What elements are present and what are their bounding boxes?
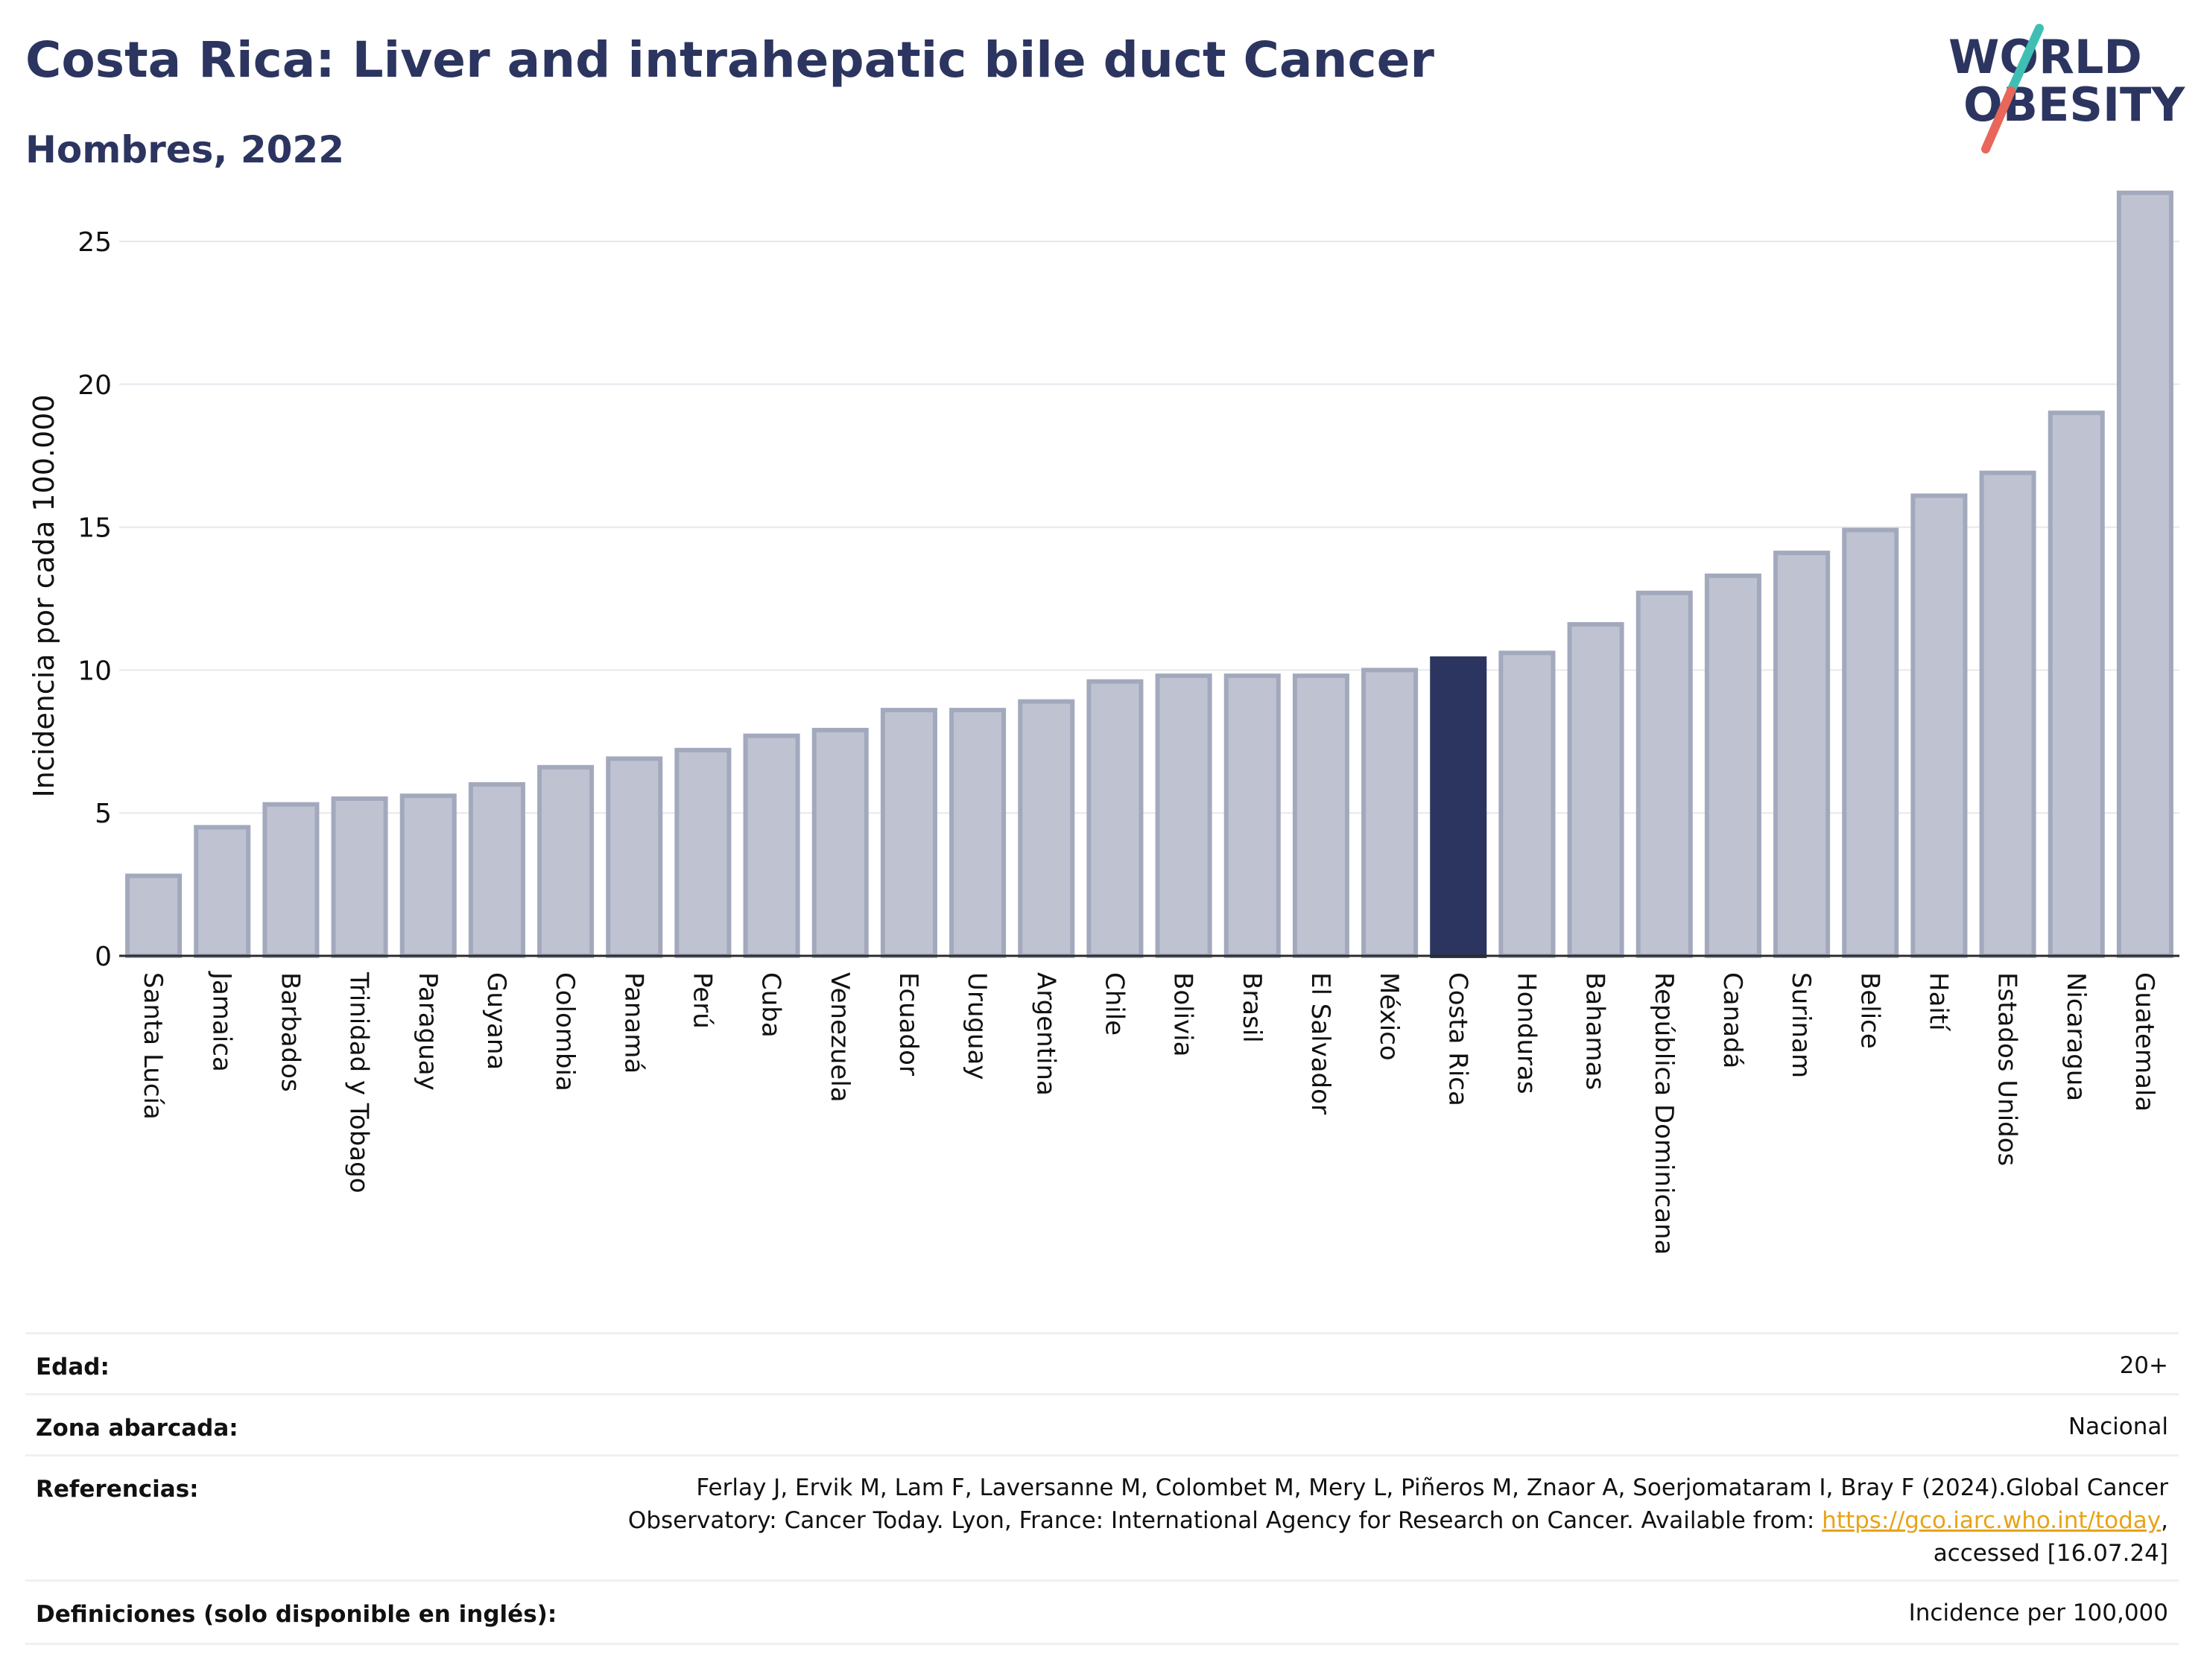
meta-value-zona: Nacional <box>2068 1413 2168 1440</box>
x-tick-label: Bolivia <box>1168 972 1198 1056</box>
bar-bolivia[interactable] <box>1155 673 1212 959</box>
y-axis-label: Incidencia por cada 100.000 <box>28 394 60 797</box>
reference-line-2-end: , <box>2161 1507 2168 1534</box>
bar-santa-lucía[interactable] <box>125 873 183 959</box>
bar-paraguay[interactable] <box>399 793 457 958</box>
bar-belice[interactable] <box>1842 527 1899 958</box>
bar-nicaragua[interactable] <box>2048 411 2105 958</box>
logo-slash-coral <box>1981 86 2015 153</box>
x-tick-label: Uruguay <box>962 972 992 1080</box>
meta-label-referencias: Referencias: <box>36 1476 199 1503</box>
y-tick-label: 25 <box>77 227 112 258</box>
x-tick-label: Bahamas <box>1580 972 1610 1090</box>
reference-line-2: Observatory: Cancer Today. Lyon, France:… <box>628 1504 2168 1537</box>
page-subtitle: Hombres, 2022 <box>25 128 344 171</box>
bars <box>125 190 2173 959</box>
axes: 0 5 10 15 20 25 Santa Lucía Jamaica Barbados Trin… <box>77 227 2179 1255</box>
x-tick-label: República Dominicana <box>1649 972 1679 1255</box>
bar-perú[interactable] <box>674 747 732 958</box>
x-tick-label: Belice <box>1855 972 1884 1049</box>
x-tick-label: Canadá <box>1717 972 1747 1068</box>
meta-label-definiciones: Definiciones (solo disponible en inglés)… <box>36 1601 557 1628</box>
meta-label-zona: Zona abarcada: <box>36 1415 238 1442</box>
bar-haití[interactable] <box>1910 493 1968 958</box>
meta-row-edad: Edad: 20+ <box>25 1332 2179 1395</box>
x-tick-label: Venezuela <box>825 972 855 1103</box>
bar-trinidad-y-tobago[interactable] <box>331 796 388 959</box>
x-tick-label: Guyana <box>481 972 511 1070</box>
reference-line-2-text: Observatory: Cancer Today. Lyon, France:… <box>627 1507 1823 1534</box>
x-tick-label: Panamá <box>618 972 648 1074</box>
meta-value-definiciones: Incidence per 100,000 <box>1908 1600 2168 1626</box>
x-tick-label: Santa Lucía <box>138 972 168 1120</box>
reference-link[interactable]: https://gco.iarc.who.int/today <box>1822 1507 2162 1534</box>
meta-row-zona: Zona abarcada: Nacional <box>25 1393 2179 1456</box>
reference-line-3: accessed [16.07.24] <box>1933 1540 2168 1567</box>
y-tick-label: 10 <box>77 656 112 686</box>
x-tick-label: Paraguay <box>413 972 443 1091</box>
bar-colombia[interactable] <box>537 764 595 958</box>
x-tick-label: Colombia <box>550 972 580 1091</box>
bar-costa-rica[interactable] <box>1430 656 1487 959</box>
bar-surinam[interactable] <box>1773 551 1831 958</box>
bar-barbados[interactable] <box>262 802 320 959</box>
x-tick-label: Honduras <box>1511 972 1541 1094</box>
x-tick-label: Argentina <box>1030 972 1060 1096</box>
x-tick-label: Haití <box>1923 972 1953 1032</box>
bar-argentina[interactable] <box>1018 699 1075 958</box>
x-tick-label: Guatemala <box>2129 972 2159 1112</box>
x-tick-label: Ecuador <box>893 972 923 1076</box>
x-tick-label: Costa Rica <box>1443 972 1472 1106</box>
y-tick-label: 5 <box>95 799 112 829</box>
world-obesity-logo: WORLD OBESITY <box>1948 24 2185 153</box>
bar-el-salvador[interactable] <box>1292 673 1349 959</box>
bar-venezuela[interactable] <box>811 727 869 958</box>
x-tick-label: Chile <box>1099 972 1129 1036</box>
bar-cuba[interactable] <box>743 733 800 958</box>
meta-value-edad: 20+ <box>2119 1352 2168 1379</box>
meta-row-definiciones: Definiciones (solo disponible en inglés)… <box>25 1579 2179 1645</box>
y-tick-label: 20 <box>77 370 112 401</box>
logo-slash-teal <box>2007 24 2044 95</box>
bar-chile[interactable] <box>1086 679 1144 959</box>
bar-canadá[interactable] <box>1704 573 1761 958</box>
reference-line-1: Ferlay J, Ervik M, Lam F, Laversanne M, … <box>696 1474 2168 1501</box>
bar-brasil[interactable] <box>1223 673 1281 959</box>
x-tick-label: Barbados <box>275 972 305 1092</box>
bar-guatemala[interactable] <box>2116 190 2173 959</box>
x-tick-label: Trinidad y Tobago <box>344 971 374 1194</box>
page-title: Costa Rica: Liver and intrahepatic bile … <box>25 31 1434 89</box>
x-tick-label: El Salvador <box>1305 972 1335 1115</box>
x-tick-label: México <box>1374 972 1404 1061</box>
meta-label-edad: Edad: <box>36 1354 110 1381</box>
bar-honduras[interactable] <box>1498 650 1556 958</box>
meta-row-referencias: Referencias: Ferlay J, Ervik M, Lam F, L… <box>25 1454 2179 1582</box>
bar-estados-unidos[interactable] <box>1979 470 2036 958</box>
bar-panamá[interactable] <box>606 756 663 958</box>
x-tick-label: Cuba <box>756 972 786 1038</box>
y-tick-label: 15 <box>77 513 112 544</box>
grid-lines <box>119 241 2179 814</box>
x-tick-label: Perú <box>687 972 717 1029</box>
bar-ecuador[interactable] <box>880 708 937 958</box>
y-tick-label: 0 <box>95 942 112 972</box>
bar-méxico[interactable] <box>1361 668 1419 959</box>
logo-word-world: WORLD <box>1948 30 2142 84</box>
x-tick-label: Surinam <box>1786 972 1816 1078</box>
bar-jamaica[interactable] <box>194 825 251 958</box>
bar-república-dominicana[interactable] <box>1635 590 1693 958</box>
bar-bahamas[interactable] <box>1567 622 1624 958</box>
x-tick-label: Nicaragua <box>2061 972 2091 1101</box>
x-tick-label: Brasil <box>1237 972 1267 1043</box>
bar-uruguay[interactable] <box>949 708 1007 958</box>
x-tick-label: Estados Unidos <box>1992 972 2022 1166</box>
x-tick-label: Jamaica <box>206 971 236 1072</box>
bar-guyana[interactable] <box>468 782 525 958</box>
bar-chart: 0 5 10 15 20 25 Santa Lucía Jamaica Barbados Trin… <box>28 190 2179 1255</box>
meta-value-referencias: Ferlay J, Ervik M, Lam F, Laversanne M, … <box>628 1471 2168 1570</box>
